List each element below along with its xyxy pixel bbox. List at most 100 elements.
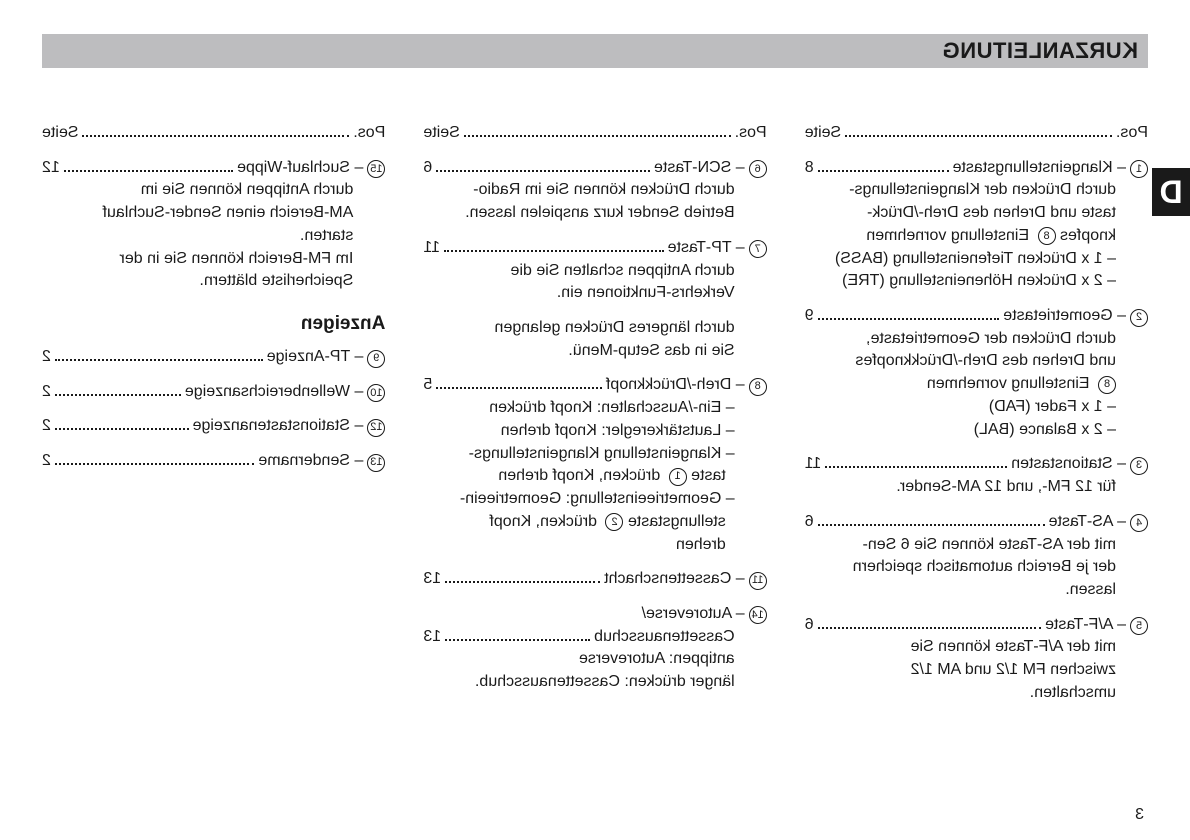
entry-body: durch Drücken können Sie im Radio-Betrie… — [423, 179, 766, 224]
entry-lead: 7 – TP-Taste — [668, 237, 767, 260]
index-entry: 12 – Stationstastenanzeige 2 — [42, 415, 385, 438]
entry-page: 13 — [423, 568, 441, 591]
entry-body-line: – Lautstärkeregler: Knopf drehen — [423, 420, 734, 443]
entry-lead: 5 – A/F-Taste — [1045, 614, 1148, 637]
entry-page: 2 — [42, 381, 51, 404]
index-entry: 7 – TP-Taste11durch Antippen schalten Si… — [423, 237, 766, 363]
entry-body: mit der A/F-Taste können Siezwischen FM … — [805, 636, 1148, 704]
entry-page: 2 — [42, 450, 51, 473]
entry-body-line: durch Antippen schalten Sie die — [423, 260, 734, 283]
entry-page: 2 — [42, 346, 51, 369]
pos-label: Pos. — [1116, 122, 1148, 145]
column-2: Pos. Seite 6 – SCN-Taste 6durch Drücken k… — [423, 122, 766, 717]
index-entry: 9 – TP-Anzeige 2 — [42, 346, 385, 369]
dots — [55, 359, 263, 361]
dots — [55, 394, 181, 396]
index-entry: 13 – Sendername 2 — [42, 450, 385, 473]
entry-page: 5 — [423, 374, 432, 397]
entry-body-line: für 12 FM-, und 12 AM-Sender. — [805, 476, 1116, 499]
dots — [818, 318, 1000, 320]
pos-header: Pos. Seite — [423, 122, 766, 145]
pos-header: Pos. Seite — [805, 122, 1148, 145]
circled-number-icon: 3 — [1130, 457, 1148, 475]
circled-number-icon: 8 — [749, 378, 767, 396]
circled-number-icon: 1 — [1130, 160, 1148, 178]
entry-body-line: Speicherliste blättern. — [42, 270, 353, 293]
index-entry: 8 – Dreh-/Drückknopf5– Ein-/Ausschalten:… — [423, 374, 766, 556]
entry-body-line: drehen — [423, 534, 734, 557]
entry-body: durch Drücken der Geometrietaste,und Dre… — [805, 328, 1148, 442]
entry-body-line: durch Drücken der Geometrietaste, — [805, 328, 1116, 351]
dots — [55, 463, 254, 465]
entry-lead: 15 – Suchlauf-Wippe — [237, 157, 385, 180]
index-entry: 10 – Wellenbereichsanzeige 2 — [42, 381, 385, 404]
entry-lead: 13 – Sendername — [258, 450, 385, 473]
entry-page: 8 — [805, 157, 814, 180]
pos-label: Pos. — [735, 122, 767, 145]
entry-lead: 10 – Wellenbereichsanzeige — [185, 381, 385, 404]
entry-body-line: durch Drücken der Klangeinstellungs- — [805, 179, 1116, 202]
dots — [464, 135, 731, 137]
circled-number-icon: 4 — [1130, 514, 1148, 532]
entry-body-line: AM-Bereich einen Sender-Suchlauf — [42, 202, 353, 225]
circled-number-icon: 14 — [749, 606, 767, 624]
entry-page: 11 — [805, 453, 822, 476]
pos-label: Pos. — [353, 122, 385, 145]
entry-body-line: mit der A/F-Taste können Sie — [805, 636, 1116, 659]
dots — [55, 428, 189, 430]
entry-lead: 3 – Stationstasten — [1011, 453, 1148, 476]
circled-number-icon: 12 — [367, 419, 385, 437]
entry-lead: 12 – Stationstastenanzeige — [193, 415, 386, 438]
entry-page: 6 — [423, 157, 432, 180]
dots — [818, 170, 949, 172]
entry-page: 6 — [805, 614, 814, 637]
entry-lead: 6 – SCN-Taste — [654, 157, 767, 180]
circled-number-icon: 13 — [367, 454, 385, 472]
dots — [64, 170, 233, 172]
entry-body-line: mit der AS-Taste können Sie 6 Sen- — [805, 534, 1116, 557]
entry-body-line: – 1 x Drücken Tiefeneinstellung (BASS) — [805, 248, 1116, 271]
page-title: KURZANLEITUNG — [942, 38, 1138, 64]
page-number: 3 — [1135, 806, 1144, 824]
index-entry: 15 – Suchlauf-Wippe12durch Antippen könn… — [42, 157, 385, 293]
entry-body-line: – 2 x Drücken Höheneinstellung (TRE) — [805, 270, 1116, 293]
circled-number-icon: 8 — [1098, 376, 1116, 394]
entry-lead: 4 – AS-Taste — [1049, 511, 1148, 534]
dots — [825, 466, 1007, 468]
entry-body-line: der je Bereich automatisch speichern — [805, 556, 1116, 579]
dots — [82, 135, 349, 137]
entry-body-line: starten. — [42, 225, 353, 248]
circled-number-icon: 7 — [749, 240, 767, 258]
language-tab-letter: D — [1159, 174, 1182, 211]
entry-lead: 8 – Dreh-/Drückknopf — [606, 374, 767, 397]
entry-body-line: und Drehen des Dreh-/Drückknopfes — [805, 350, 1116, 373]
circled-number-icon: 2 — [1130, 309, 1148, 327]
entry-body-line: stellungstaste 2 drücken, Knopf — [423, 511, 734, 534]
column-3: Pos. Seite 15 – Suchlauf-Wippe12durch An… — [42, 122, 385, 717]
index-entry: 1 – Klangeinstellungstaste8durch Drücken… — [805, 157, 1148, 293]
manual-page: KURZANLEITUNG D Pos. Seite 1 – Klangeins… — [0, 0, 1190, 840]
entry-page: 9 — [805, 305, 814, 328]
entry-page: 13 — [423, 626, 441, 649]
circled-number-icon: 8 — [1038, 227, 1056, 245]
dots — [436, 387, 602, 389]
entry-lead: 9 – TP-Anzeige — [267, 346, 386, 369]
index-entry: 6 – SCN-Taste 6durch Drücken können Sie i… — [423, 157, 766, 225]
entry-lead: 1 – Klangeinstellungstaste — [953, 157, 1148, 180]
entry-body-line: taste und Drehen des Dreh-/Drück- — [805, 202, 1116, 225]
pos-value: Seite — [423, 122, 459, 145]
entry-lead: 11 – Cassettenschacht — [604, 568, 767, 591]
dots — [445, 639, 590, 641]
entry-body-line: Im FM-Bereich können Sie in der — [42, 248, 353, 271]
entry-body-line: länger drücken: Cassettenausschub. — [423, 671, 734, 694]
circled-number-icon: 11 — [749, 572, 767, 590]
entry-page: 2 — [42, 415, 51, 438]
pos-value: Seite — [42, 122, 78, 145]
entry-body-line: – 1 x Fader (FAD) — [805, 396, 1116, 419]
circled-number-icon: 2 — [606, 513, 624, 531]
index-entry: 2 – Geometrietaste9durch Drücken der Geo… — [805, 305, 1148, 441]
dots — [444, 250, 664, 252]
anzeigen-heading: Anzeigen — [42, 311, 385, 338]
entry-body: durch Antippen können Sie imAM-Bereich e… — [42, 179, 385, 293]
index-entry: 3 – Stationstasten 11für 12 FM-, und 12 A… — [805, 453, 1148, 498]
